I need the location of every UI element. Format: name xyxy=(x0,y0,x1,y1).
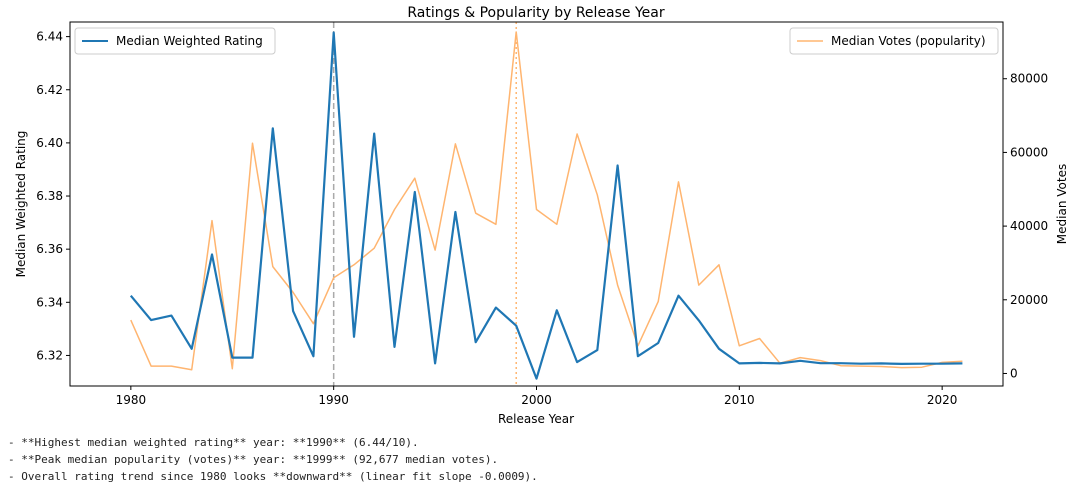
note-highest-rating: - **Highest median weighted rating** yea… xyxy=(8,436,419,449)
y-axis-left-label: Median Weighted Rating xyxy=(14,131,28,278)
legend-right-box xyxy=(789,27,999,55)
y-left-tick-label: 6.32 xyxy=(36,348,63,362)
series-lines xyxy=(129,31,963,380)
legend-left-box xyxy=(74,27,276,55)
x-tick-label: 2000 xyxy=(521,393,552,407)
legend-left: Median Weighted Rating xyxy=(74,27,276,55)
y-left-tick-label: 6.44 xyxy=(36,30,63,44)
ratings-popularity-chart: Ratings & Popularity by Release Year 198… xyxy=(14,5,1069,426)
y-left-tick-label: 6.42 xyxy=(36,83,63,97)
y-left-tick-label: 6.36 xyxy=(36,242,63,256)
y-right-tick-label: 60000 xyxy=(1010,145,1048,159)
legend-right-label: Median Votes (popularity) xyxy=(831,34,986,48)
y-axis-right: 0 20000 40000 60000 80000 xyxy=(1003,72,1048,380)
reference-lines xyxy=(332,22,517,386)
x-tick-label: 1990 xyxy=(318,393,349,407)
y-right-tick-label: 40000 xyxy=(1010,219,1048,233)
x-axis: 1980 1990 2000 2010 2020 xyxy=(116,386,958,407)
y-axis-left: 6.32 6.34 6.36 6.38 6.40 6.42 6.44 xyxy=(36,30,70,362)
y-right-tick-label: 20000 xyxy=(1010,293,1048,307)
y-left-tick-label: 6.38 xyxy=(36,189,63,203)
legend-left-label: Median Weighted Rating xyxy=(116,34,263,48)
votes-series-line xyxy=(130,31,963,371)
x-tick-label: 2010 xyxy=(724,393,755,407)
note-rating-trend: - Overall rating trend since 1980 looks … xyxy=(8,470,538,483)
summary-notes: - **Highest median weighted rating** yea… xyxy=(8,434,538,485)
note-peak-popularity: - **Peak median popularity (votes)** yea… xyxy=(8,453,499,466)
y-left-tick-label: 6.40 xyxy=(36,136,63,150)
x-tick-label: 2020 xyxy=(927,393,958,407)
y-right-tick-label: 0 xyxy=(1010,366,1018,380)
rating-series-line xyxy=(129,31,963,380)
y-axis-right-label: Median Votes xyxy=(1055,164,1069,244)
x-axis-label: Release Year xyxy=(498,412,574,426)
y-left-tick-label: 6.34 xyxy=(36,295,63,309)
chart-title: Ratings & Popularity by Release Year xyxy=(407,5,665,21)
y-right-tick-label: 80000 xyxy=(1010,72,1048,86)
legend-right: Median Votes (popularity) xyxy=(789,27,999,55)
x-tick-label: 1980 xyxy=(116,393,147,407)
